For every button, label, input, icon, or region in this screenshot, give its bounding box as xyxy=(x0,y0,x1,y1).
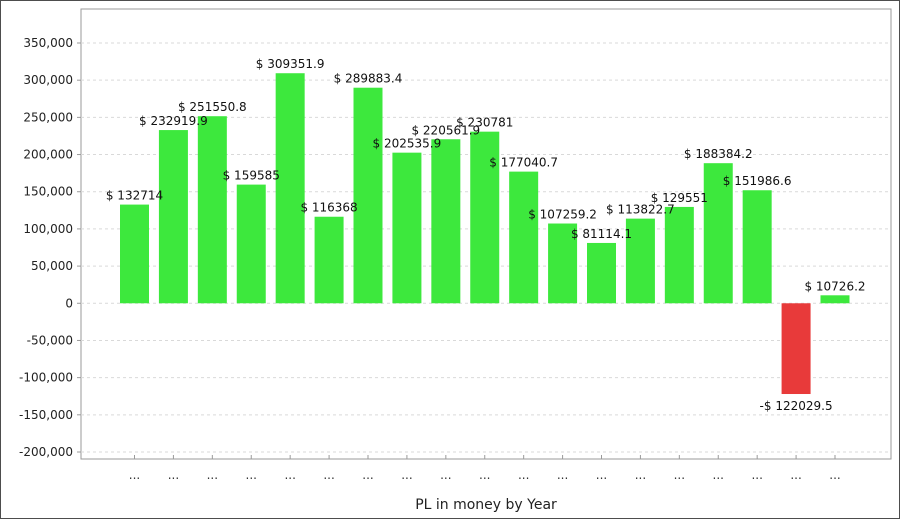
data-label: $ 188384.2 xyxy=(684,147,753,161)
x-tick-label: ... xyxy=(284,468,295,482)
data-label: $ 251550.8 xyxy=(178,100,247,114)
bar xyxy=(275,73,305,304)
x-tick-label: ... xyxy=(479,468,490,482)
x-tick-label: ... xyxy=(635,468,646,482)
bar xyxy=(314,216,344,304)
bar xyxy=(392,152,422,304)
y-tick-label: 250,000 xyxy=(23,110,73,124)
y-tick-label: 150,000 xyxy=(23,185,73,199)
x-tick-label: ... xyxy=(401,468,412,482)
bar xyxy=(587,242,616,304)
data-label: $ 177040.7 xyxy=(489,156,558,170)
x-tick-label: ... xyxy=(674,468,685,482)
y-tick-label: 0 xyxy=(65,296,73,310)
bar xyxy=(197,116,227,304)
x-tick-label: ... xyxy=(129,468,140,482)
bar xyxy=(664,206,694,304)
bar xyxy=(625,218,655,304)
bar xyxy=(509,171,539,304)
x-tick-label: ... xyxy=(596,468,607,482)
data-label: $ 309351.9 xyxy=(256,57,325,71)
bar xyxy=(703,163,733,304)
data-label: $ 151986.6 xyxy=(723,174,792,188)
bar xyxy=(781,303,811,395)
y-tick-label: -200,000 xyxy=(19,445,73,459)
data-label: $ 202535.9 xyxy=(373,137,442,151)
data-label: $ 116368 xyxy=(300,201,357,215)
data-label: $ 230781 xyxy=(456,116,513,130)
x-tick-label: ... xyxy=(323,468,334,482)
data-label: $ 81114.1 xyxy=(571,227,632,241)
bars xyxy=(120,73,850,395)
bar xyxy=(820,295,850,304)
x-tick-label: ... xyxy=(790,468,801,482)
data-label: $ 129551 xyxy=(651,191,708,205)
data-label: $ 10726.2 xyxy=(804,279,865,293)
bar xyxy=(548,223,578,304)
x-tick-label: ... xyxy=(829,468,840,482)
x-tick-label: ... xyxy=(751,468,762,482)
y-tick-label: -100,000 xyxy=(19,371,73,385)
x-tick-label: ... xyxy=(557,468,568,482)
y-axis-ticks: 350,000 300,000 250,000 200,000 150,000 100,0… xyxy=(19,36,81,459)
data-label: $ 132714 xyxy=(106,189,163,203)
y-tick-label: 200,000 xyxy=(23,148,73,162)
data-label: $ 289883.4 xyxy=(334,72,403,86)
bar xyxy=(353,87,383,304)
x-tick-label: ... xyxy=(518,468,529,482)
y-tick-label: 100,000 xyxy=(23,222,73,236)
x-tick-label: ... xyxy=(440,468,451,482)
y-tick-label: 300,000 xyxy=(23,73,73,87)
bar xyxy=(158,130,188,304)
bar xyxy=(742,190,772,304)
x-axis-title: PL in money by Year xyxy=(415,497,557,513)
bar xyxy=(431,139,461,304)
y-tick-label: -150,000 xyxy=(19,408,73,422)
data-labels: $ 132714 $ 232919.9$ 251550.8 $ 159585 $ 30… xyxy=(106,57,866,413)
data-label: $ 107259.2 xyxy=(528,208,597,222)
data-label: $ 232919.9 xyxy=(139,114,208,128)
y-tick-label: 50,000 xyxy=(31,259,73,273)
data-label: $ 113822.7 xyxy=(606,203,675,217)
data-label: $ 159585 xyxy=(223,169,280,183)
x-tick-label: ... xyxy=(207,468,218,482)
y-tick-label: 350,000 xyxy=(23,36,73,50)
bar xyxy=(236,184,266,304)
x-tick-label: ... xyxy=(246,468,257,482)
bar xyxy=(120,204,149,304)
x-tick-label: ... xyxy=(168,468,179,482)
data-label: -$ 122029.5 xyxy=(760,399,833,413)
y-tick-label: -50,000 xyxy=(27,333,73,347)
x-tick-label: ... xyxy=(713,468,724,482)
bar xyxy=(470,131,500,304)
x-tick-label: ... xyxy=(362,468,373,482)
data-label: $ 220561.9 xyxy=(411,123,480,137)
x-axis-ticks: ........................................… xyxy=(129,455,841,482)
